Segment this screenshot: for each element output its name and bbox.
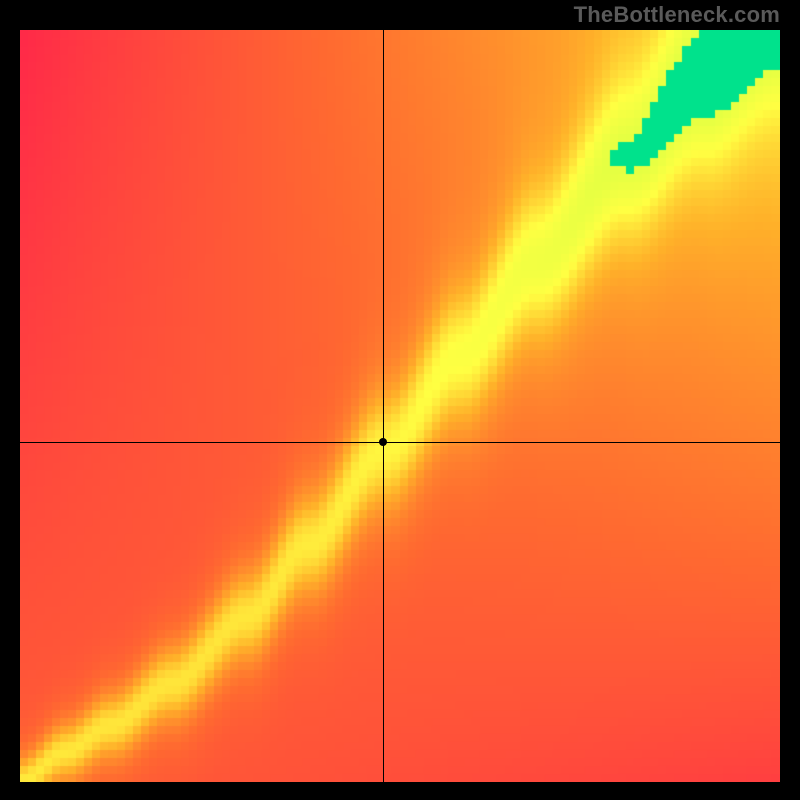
heatmap-canvas: [20, 30, 780, 782]
chart-root: TheBottleneck.com: [0, 0, 800, 800]
crosshair-vertical: [383, 30, 384, 782]
watermark-text: TheBottleneck.com: [574, 2, 780, 28]
crosshair-horizontal: [20, 442, 780, 443]
